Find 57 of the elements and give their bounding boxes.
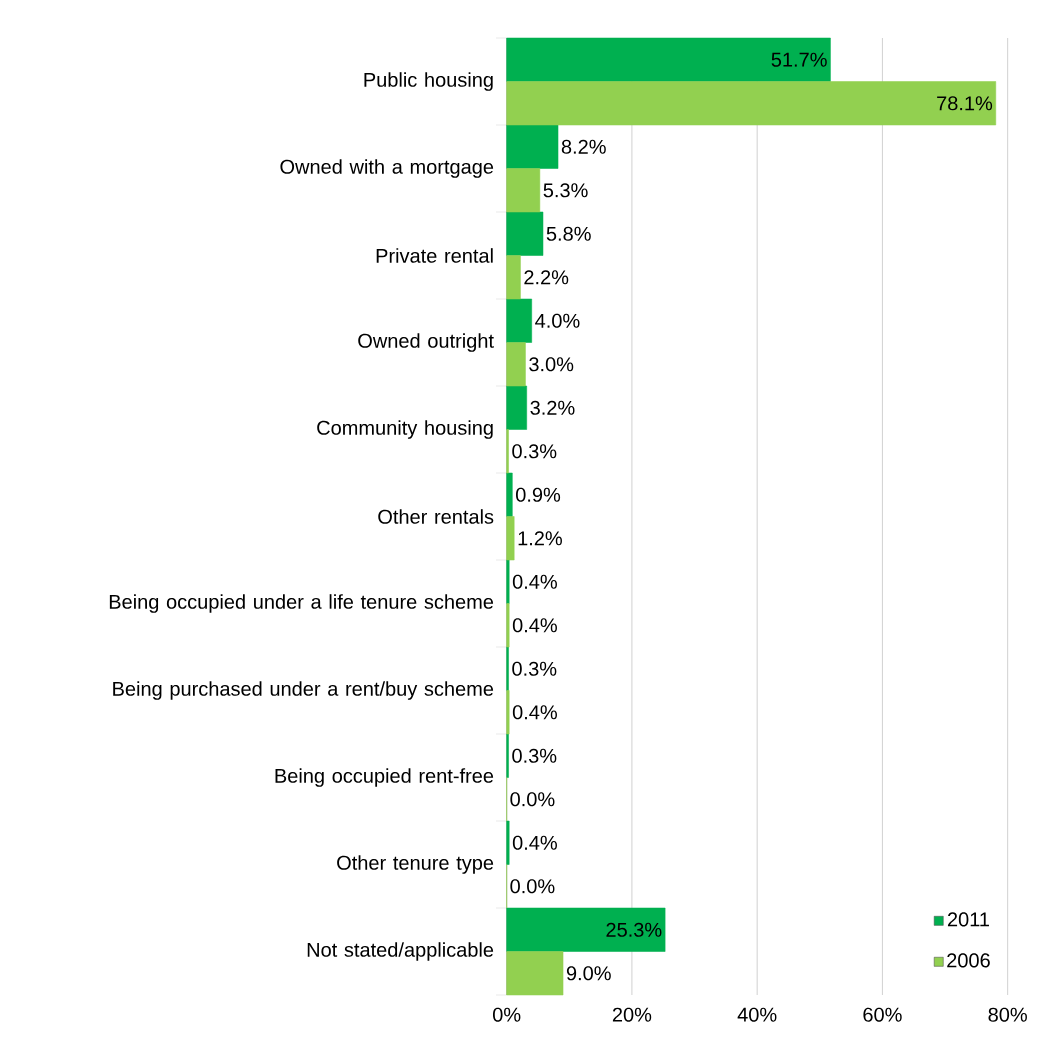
y-tick-label: Being purchased under a rent/buy scheme [113,681,494,700]
legend-label: 2011 [947,912,989,927]
data-label: 0.0% [510,792,555,807]
data-label: 0.0% [510,879,555,894]
data-label: 0.3% [512,661,557,676]
y-tick-label: Private rental [376,248,493,263]
y-tick-label: Owned with a mortgage [280,159,494,178]
bar [506,211,544,256]
y-tick-label: Not stated/applicable [307,942,494,961]
legend-label: 2006 [947,953,990,968]
data-label: 5.8% [546,226,591,241]
bar [506,516,515,561]
data-label: 3.0% [529,357,574,372]
x-tick-label: 20% [612,1007,652,1022]
data-label: 0.9% [516,487,561,502]
data-label: 51.7% [771,52,827,67]
data-label: 3.2% [530,400,575,415]
data-label: 1.2% [518,531,562,546]
data-label: 9.0% [566,966,611,981]
data-label: 5.3% [543,183,588,198]
bar [506,907,666,952]
data-label: 0.4% [512,835,557,850]
bar [506,690,510,735]
data-label: 0.4% [512,705,557,720]
bar [506,603,510,648]
data-label: 0.4% [512,618,557,633]
data-label: 0.3% [512,444,557,459]
x-tick-label: 40% [737,1007,777,1022]
x-tick-label: 0% [492,1007,521,1022]
y-tick-label: Other rentals [378,509,494,524]
data-label: 2.2% [524,270,569,285]
bar [506,559,510,604]
bar [506,37,831,82]
data-label: 78.1% [937,96,993,111]
x-tick-label: 80% [988,1007,1027,1022]
bar [506,951,564,996]
bar [506,124,559,169]
bar [506,385,527,430]
data-label: 8.2% [561,139,606,154]
y-tick-label: Being occupied rent-free [275,768,494,787]
data-label: 4.0% [535,313,580,328]
bar [506,298,532,343]
bar [506,168,541,213]
y-tick-label: Other tenure type [337,855,494,874]
data-label: 25.3% [606,922,662,937]
bar [506,342,526,387]
y-tick-label: Being occupied under a life tenure scheme [109,594,494,613]
y-tick-label: Owned outright [358,333,494,352]
bar [506,472,513,517]
y-tick-label: Public housing [364,72,493,91]
y-tick-label: Community housing [317,420,493,439]
bar [506,820,510,865]
data-label: 0.3% [512,748,557,763]
x-tick-label: 60% [863,1007,902,1022]
bar [506,255,521,300]
data-label: 0.4% [512,574,557,589]
bar [506,81,997,126]
